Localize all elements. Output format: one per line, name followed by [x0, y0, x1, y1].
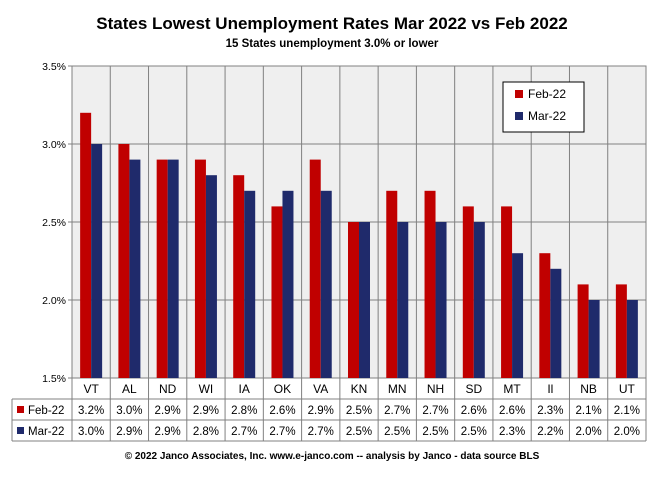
- y-tick-label: 2.0%: [42, 295, 66, 307]
- x-category-label: SD: [465, 382, 482, 396]
- table-series-name: Feb-22: [28, 405, 64, 417]
- bar-mar-22-nh: [435, 222, 447, 378]
- y-tick-label: 2.5%: [42, 217, 66, 229]
- table-cell: 2.0%: [575, 426, 601, 438]
- table-cell: 3.0%: [116, 405, 142, 417]
- table-cell: 2.5%: [422, 426, 448, 438]
- bar-feb-22-mn: [386, 190, 398, 378]
- table-cell: 2.9%: [155, 405, 181, 417]
- x-category-label: IA: [239, 382, 250, 396]
- x-category-label: NH: [427, 382, 444, 396]
- table-series-key: [17, 427, 24, 434]
- table-cell: 2.7%: [384, 405, 410, 417]
- data-table: VT AL ND WI IA OK VA KN MN NH SD MT Il NB UT Feb-22 3.2%…: [11, 66, 647, 442]
- bar-mar-22-mn: [397, 222, 409, 378]
- table-cell: 2.5%: [346, 405, 372, 417]
- bar-feb-22-va: [309, 159, 321, 378]
- bar-mar-22-wi: [205, 175, 217, 378]
- bar-feb-22-nh: [424, 190, 436, 378]
- chart-subtitle: 15 States unemployment 3.0% or lower: [225, 38, 439, 50]
- table-cell: 2.9%: [193, 405, 219, 417]
- table-cell: 2.3%: [499, 426, 525, 438]
- bar-mar-22-al: [129, 159, 141, 378]
- bar-mar-22-il: [550, 268, 562, 378]
- y-tick-label: 1.5%: [42, 373, 66, 385]
- bar-feb-22-vt: [80, 112, 92, 379]
- table-cell: 2.7%: [308, 426, 334, 438]
- bar-mar-22-vt: [91, 144, 103, 378]
- bar-feb-22-wi: [194, 159, 206, 378]
- legend: Feb-22 Mar-22: [502, 81, 585, 133]
- table-series-key: [17, 406, 24, 413]
- x-category-label: KN: [351, 382, 368, 396]
- y-tick-label: 3.5%: [42, 61, 66, 73]
- table-cell: 2.3%: [537, 405, 563, 417]
- bar-feb-22-mt: [501, 206, 513, 378]
- legend-swatch: [515, 90, 523, 98]
- legend-label: Mar-22: [528, 109, 566, 123]
- bar-feb-22-ut: [615, 284, 627, 378]
- table-cell: 2.8%: [231, 405, 257, 417]
- table-cell: 2.7%: [231, 426, 257, 438]
- bar-feb-22-nb: [577, 284, 589, 378]
- x-category-label: ND: [159, 382, 177, 396]
- table-cell: 2.8%: [193, 426, 219, 438]
- table-cell: 2.6%: [461, 405, 487, 417]
- table-cell: 2.0%: [614, 426, 640, 438]
- x-category-label: VA: [313, 382, 328, 396]
- legend-swatch: [515, 112, 523, 120]
- bar-mar-22-ia: [244, 190, 256, 378]
- table-cell: 2.7%: [269, 426, 295, 438]
- y-tick-label: 3.0%: [42, 139, 66, 151]
- x-category-label: NB: [580, 382, 597, 396]
- bar-mar-22-kn: [359, 222, 370, 378]
- bar-feb-22-al: [118, 144, 130, 378]
- x-category-label: OK: [274, 382, 291, 396]
- bar-feb-22-ia: [233, 175, 245, 378]
- table-cell: 3.0%: [78, 426, 104, 438]
- x-category-label: MN: [388, 382, 407, 396]
- bar-mar-22-ut: [626, 300, 638, 378]
- table-cell: 2.6%: [269, 405, 295, 417]
- bar-feb-22-sd: [462, 206, 474, 378]
- table-cell: 2.1%: [614, 405, 640, 417]
- table-cell: 2.9%: [155, 426, 181, 438]
- bar-feb-22-ok: [271, 206, 283, 378]
- table-cell: 2.5%: [384, 426, 410, 438]
- table-cell: 2.5%: [346, 426, 372, 438]
- table-cell: 2.5%: [461, 426, 487, 438]
- bar-mar-22-ok: [282, 190, 294, 378]
- table-cell: 2.9%: [116, 426, 142, 438]
- table-cell: 2.7%: [422, 405, 448, 417]
- x-category-label: Il: [547, 382, 553, 396]
- table-series-name: Mar-22: [28, 426, 64, 438]
- x-category-label: MT: [503, 382, 521, 396]
- table-cell: 2.9%: [308, 405, 334, 417]
- bar-mar-22-va: [320, 190, 332, 378]
- bar-feb-22-nd: [156, 159, 168, 378]
- x-category-label: UT: [619, 382, 636, 396]
- chart-title: States Lowest Unemployment Rates Mar 202…: [96, 14, 568, 33]
- table-cell: 2.6%: [499, 405, 525, 417]
- bar-mar-22-sd: [473, 222, 485, 378]
- x-category-label: AL: [122, 382, 137, 396]
- bar-feb-22-il: [539, 253, 551, 378]
- legend-label: Feb-22: [528, 87, 566, 101]
- table-cell: 2.1%: [575, 405, 601, 417]
- table-cell: 2.2%: [537, 426, 563, 438]
- bar-feb-22-kn: [348, 222, 359, 378]
- bar-mar-22-mt: [512, 253, 524, 378]
- bars: [80, 112, 638, 379]
- bar-mar-22-nb: [588, 300, 600, 378]
- table-cell: 3.2%: [78, 405, 104, 417]
- x-category-label: WI: [199, 382, 214, 396]
- bar-mar-22-nd: [167, 159, 179, 378]
- footer-credit: © 2022 Janco Associates, Inc. www.e-janc…: [124, 451, 540, 462]
- x-category-label: VT: [83, 382, 99, 396]
